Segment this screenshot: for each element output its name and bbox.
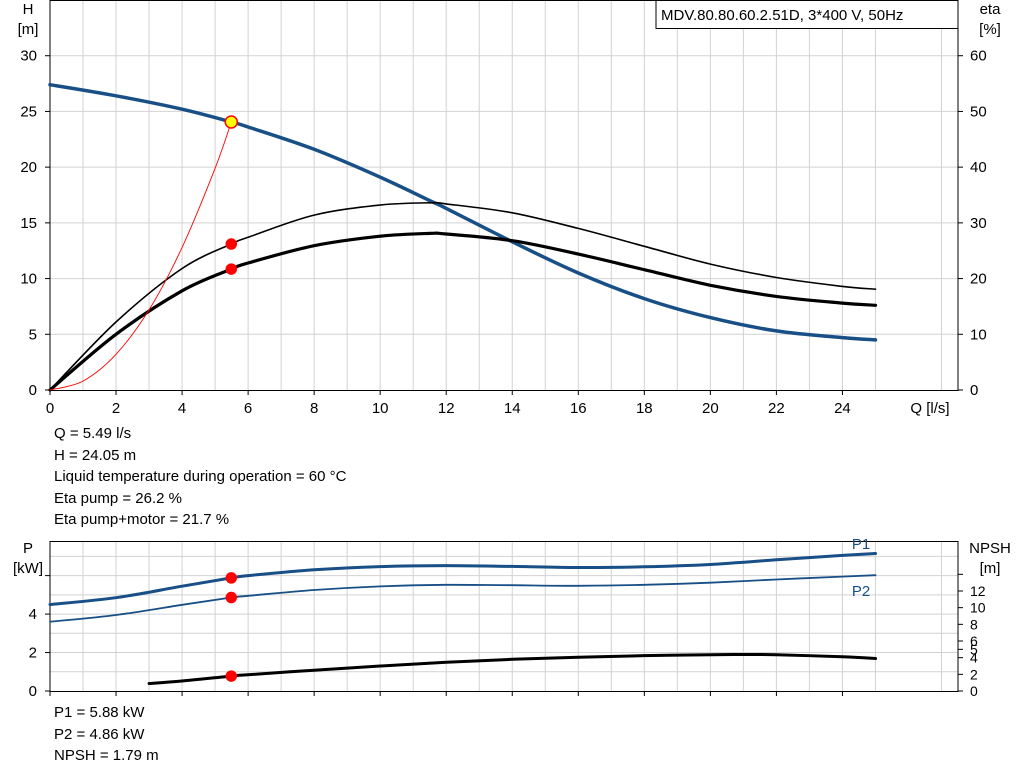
duty-point-head (224, 115, 239, 129)
y-right-tick-label: 10 (970, 600, 986, 616)
grid-0 (50, 0, 958, 390)
y-left-axis-title: P (23, 540, 33, 557)
x-tick-label: 18 (636, 400, 653, 417)
x-tick-label: 14 (504, 400, 521, 417)
y-left-tick-label: 20 (20, 159, 37, 176)
p2-value: P2 = 4.86 kW (54, 725, 145, 743)
y-left-tick-label: 25 (20, 103, 37, 120)
plot-frame-0 (49, 0, 959, 391)
y-left-tick-label: 5 (29, 326, 37, 343)
y-right-tick-label: 2 (970, 666, 978, 682)
y-right-axis-title: eta (980, 1, 1002, 18)
y-right-tick-label: 40 (970, 159, 987, 176)
duty-point-info: Q = 5.49 l/s H = 24.05 m Liquid temperat… (54, 423, 346, 531)
duty-point-p1 (225, 572, 238, 584)
head-curve (48, 82, 878, 342)
x-tick-label: 12 (438, 400, 455, 417)
x-tick-label: 16 (570, 400, 587, 417)
y-left-tick-label: 2 (29, 645, 37, 662)
x-tick-label: 22 (768, 400, 785, 417)
y-right-tick-label: 50 (970, 103, 987, 120)
y-left-axis-unit: [m] (18, 21, 39, 38)
duty-point-p2 (225, 591, 238, 604)
duty-point-eta-pump-motor (225, 263, 238, 275)
y-right-tick-label: 6 (970, 633, 978, 649)
y-left-tick-label: 30 (20, 48, 37, 65)
x-axis-label: Q [l/s] (910, 400, 949, 417)
duty-point-eta-pump (225, 238, 238, 250)
x-tick-label: 2 (112, 400, 120, 417)
y-right-tick-label: 12 (970, 583, 986, 599)
p1-curve-label: P1 (852, 536, 870, 553)
npsh-curve (147, 652, 877, 685)
eta-pump-curve (49, 201, 877, 391)
y-left-tick-label: 0 (29, 683, 37, 700)
x-tick-label: 10 (372, 400, 389, 417)
plot-frame-1 (49, 541, 959, 692)
y-right-tick-label: 5 (970, 641, 978, 657)
x-tick-label: 0 (46, 400, 54, 417)
y-right-tick-label: 0 (970, 683, 978, 699)
grid-1 (50, 541, 958, 691)
p2-curve (49, 574, 877, 623)
chart-title: MDV.80.80.60.2.51D, 3*400 V, 50Hz (661, 7, 903, 24)
duty-point-npsh (225, 670, 238, 682)
y-right-tick-label: 60 (970, 48, 987, 65)
y-right-axis-unit: [m] (980, 560, 1001, 577)
x-tick-label: 6 (244, 400, 252, 417)
y-right-tick-label: 8 (970, 616, 978, 632)
x-tick-label: 8 (310, 400, 318, 417)
eta-pump-motor-value: Eta pump+motor = 21.7 % (54, 511, 230, 528)
power-info: P1 = 5.88 kW P2 = 4.86 kW NPSH = 1.79 m (54, 702, 159, 767)
y-left-tick-label: 15 (20, 215, 37, 232)
p1-value: P1 = 5.88 kW (54, 704, 145, 721)
p1-curve (48, 552, 877, 606)
x-tick-label: 20 (702, 400, 719, 417)
system-curve (49, 121, 232, 391)
title-box (655, 0, 959, 29)
y-left-tick-label: 0 (29, 382, 37, 399)
y-left-tick-label: 4 (29, 606, 37, 623)
y-left-axis-unit: [kW] (13, 560, 43, 577)
y-left-axis-title: H (23, 1, 34, 18)
y-right-axis-unit: [%] (979, 21, 1001, 38)
y-right-tick-label: 10 (970, 326, 987, 343)
x-tick-label: 4 (178, 400, 186, 417)
head-value: H = 24.05 m (54, 446, 137, 464)
x-tick-label: 24 (834, 400, 851, 417)
y-right-tick-label: 30 (970, 215, 987, 232)
liquid-temperature: Liquid temperature during operation = 60… (54, 468, 347, 485)
flow-value: Q = 5.49 l/s (54, 425, 132, 442)
y-right-tick-label: 4 (970, 650, 978, 666)
eta-pump-value: Eta pump = 26.2 % (54, 489, 182, 507)
y-right-axis-title: NPSH (969, 540, 1011, 557)
y-right-tick-label: 0 (970, 382, 978, 399)
eta-pump-motor-curve (48, 231, 878, 392)
y-left-tick-label: 10 (20, 271, 37, 288)
y-right-tick-label: 20 (970, 271, 987, 288)
npsh-value: NPSH = 1.79 m (54, 747, 159, 764)
p2-curve-label: P2 (852, 583, 870, 600)
